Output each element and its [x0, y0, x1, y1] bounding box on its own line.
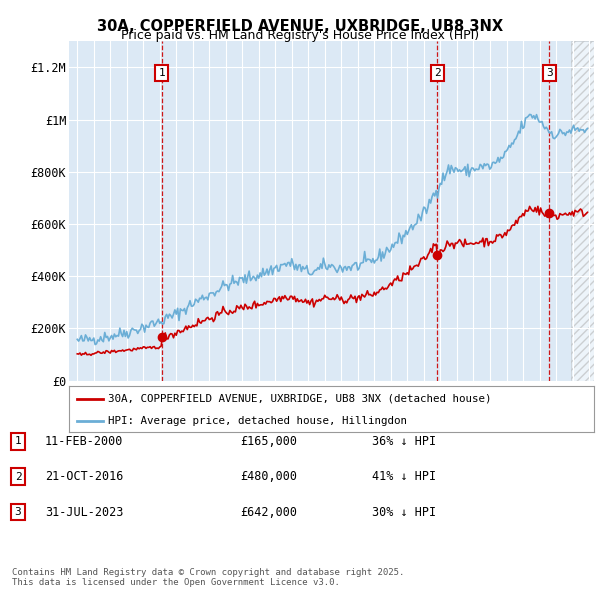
- Text: Price paid vs. HM Land Registry's House Price Index (HPI): Price paid vs. HM Land Registry's House …: [121, 30, 479, 42]
- Text: HPI: Average price, detached house, Hillingdon: HPI: Average price, detached house, Hill…: [109, 416, 407, 426]
- Text: 21-OCT-2016: 21-OCT-2016: [45, 470, 124, 483]
- Text: 1: 1: [14, 437, 22, 446]
- Text: 30A, COPPERFIELD AVENUE, UXBRIDGE, UB8 3NX: 30A, COPPERFIELD AVENUE, UXBRIDGE, UB8 3…: [97, 19, 503, 34]
- Text: 2: 2: [14, 472, 22, 481]
- Text: 2: 2: [434, 68, 441, 78]
- Text: 11-FEB-2000: 11-FEB-2000: [45, 435, 124, 448]
- Text: £165,000: £165,000: [240, 435, 297, 448]
- Text: Contains HM Land Registry data © Crown copyright and database right 2025.
This d: Contains HM Land Registry data © Crown c…: [12, 568, 404, 587]
- Bar: [571, 41, 594, 381]
- Text: 30A, COPPERFIELD AVENUE, UXBRIDGE, UB8 3NX (detached house): 30A, COPPERFIELD AVENUE, UXBRIDGE, UB8 3…: [109, 394, 492, 404]
- Text: £480,000: £480,000: [240, 470, 297, 483]
- Text: £642,000: £642,000: [240, 506, 297, 519]
- Text: 3: 3: [546, 68, 553, 78]
- Text: 3: 3: [14, 507, 22, 517]
- Text: 30% ↓ HPI: 30% ↓ HPI: [372, 506, 436, 519]
- Text: 36% ↓ HPI: 36% ↓ HPI: [372, 435, 436, 448]
- Text: 31-JUL-2023: 31-JUL-2023: [45, 506, 124, 519]
- Text: 41% ↓ HPI: 41% ↓ HPI: [372, 470, 436, 483]
- Text: 1: 1: [158, 68, 165, 78]
